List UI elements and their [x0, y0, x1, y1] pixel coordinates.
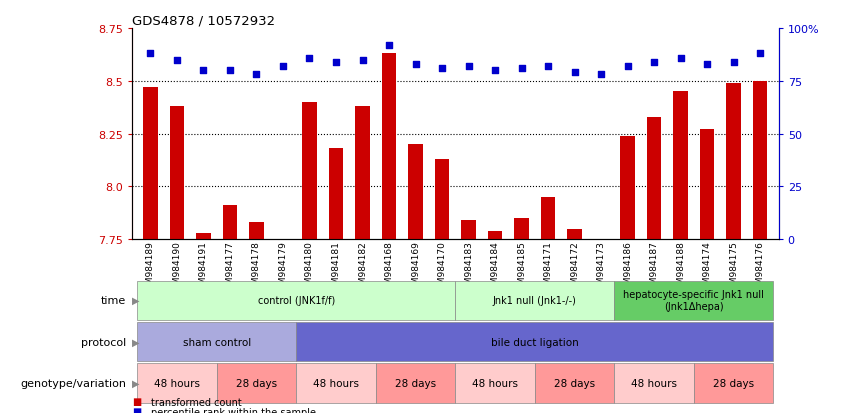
Text: 28 days: 28 days [236, 378, 277, 388]
Bar [302, 103, 317, 240]
Text: protocol: protocol [81, 337, 126, 347]
Point [620, 64, 634, 70]
Point [568, 70, 581, 76]
Text: ■: ■ [132, 406, 141, 413]
Text: control (JNK1f/f): control (JNK1f/f) [258, 295, 335, 306]
Bar [435, 159, 449, 240]
Point [515, 66, 528, 72]
Point [197, 68, 210, 74]
Text: Jnk1 null (Jnk1-/-): Jnk1 null (Jnk1-/-) [493, 295, 577, 306]
Bar [169, 107, 185, 240]
Point [435, 66, 448, 72]
Point [144, 51, 157, 57]
Bar [488, 231, 502, 240]
Text: 28 days: 28 days [713, 378, 754, 388]
Text: hepatocyte-specific Jnk1 null
(Jnk1Δhepa): hepatocyte-specific Jnk1 null (Jnk1Δhepa… [624, 290, 764, 311]
Text: bile duct ligation: bile duct ligation [491, 337, 579, 347]
Bar [328, 149, 343, 240]
Point [727, 59, 740, 66]
Bar [197, 233, 211, 240]
Text: 28 days: 28 days [395, 378, 436, 388]
Text: 48 hours: 48 hours [154, 378, 200, 388]
Text: 48 hours: 48 hours [631, 378, 677, 388]
Point [277, 64, 290, 70]
Bar [753, 82, 768, 240]
Text: genotype/variation: genotype/variation [20, 378, 126, 388]
Bar [223, 206, 237, 240]
Bar [514, 218, 528, 240]
Point [753, 51, 767, 57]
Text: percentile rank within the sample: percentile rank within the sample [151, 407, 316, 413]
Bar [540, 197, 556, 240]
Text: ■: ■ [132, 396, 141, 406]
Text: 28 days: 28 days [554, 378, 595, 388]
Text: ▶: ▶ [132, 378, 140, 388]
Text: ▶: ▶ [132, 295, 140, 306]
Point [648, 59, 661, 66]
Point [329, 59, 343, 66]
Point [303, 55, 317, 62]
Bar [620, 136, 635, 240]
Point [249, 72, 263, 78]
Bar [408, 145, 423, 240]
Point [462, 64, 476, 70]
Point [674, 55, 688, 62]
Bar [461, 221, 476, 240]
Point [488, 68, 502, 74]
Text: GDS4878 / 10572932: GDS4878 / 10572932 [132, 15, 275, 28]
Point [594, 72, 608, 78]
Bar [568, 229, 582, 240]
Bar [143, 88, 157, 240]
Bar [726, 84, 741, 240]
Bar [673, 92, 688, 240]
Text: time: time [100, 295, 126, 306]
Point [700, 62, 714, 68]
Point [408, 62, 422, 68]
Point [223, 68, 237, 74]
Bar [249, 223, 264, 240]
Bar [355, 107, 370, 240]
Text: 48 hours: 48 hours [472, 378, 518, 388]
Text: ▶: ▶ [132, 337, 140, 347]
Point [170, 57, 184, 64]
Bar [700, 130, 714, 240]
Point [356, 57, 369, 64]
Text: transformed count: transformed count [151, 397, 242, 407]
Text: 48 hours: 48 hours [313, 378, 359, 388]
Bar [647, 117, 661, 240]
Point [382, 43, 396, 49]
Text: sham control: sham control [183, 337, 251, 347]
Point [541, 64, 555, 70]
Bar [382, 54, 397, 240]
